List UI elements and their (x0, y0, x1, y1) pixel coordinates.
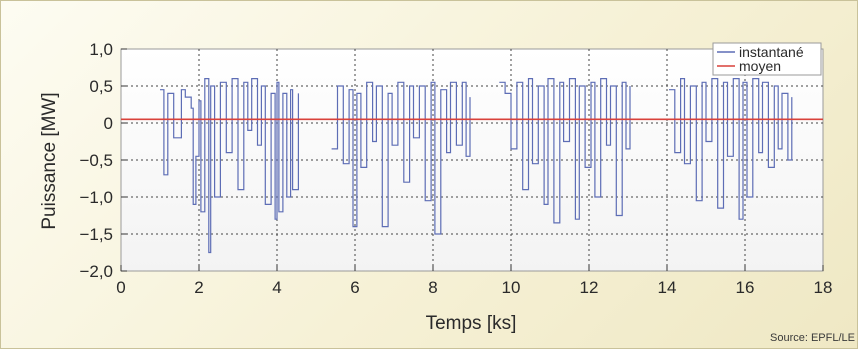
legend-label-instantane: instantané (739, 44, 804, 60)
y-tick-label: −2,0 (79, 262, 113, 281)
y-tick-label: 0,5 (89, 77, 113, 96)
series-layer (121, 78, 823, 254)
legend-label-moyen: moyen (739, 58, 781, 74)
series-line-instantane (160, 78, 793, 254)
x-tick-label: 16 (736, 278, 755, 297)
x-tick-label: 18 (814, 278, 833, 297)
legend: instantané moyen (712, 42, 822, 76)
axes: 0 2 4 6 8 10 12 14 16 18 1,0 0,5 0 −0,5 −1,0 −1,5 −2,0 (79, 40, 832, 297)
x-tick-label: 12 (580, 278, 599, 297)
x-tick-label: 4 (272, 278, 281, 297)
legend-box (712, 42, 822, 76)
x-tick-label: 8 (428, 278, 437, 297)
y-axis-label: Puissance [MW] (39, 92, 60, 229)
source-annotation: Source: EPFL/LE (770, 332, 855, 344)
x-tick-label: 2 (194, 278, 203, 297)
x-tick-label: 10 (502, 278, 521, 297)
x-tick-label: 14 (658, 278, 677, 297)
y-tick-label: 0 (104, 114, 113, 133)
x-axis-label: Temps [ks] (426, 313, 517, 334)
x-tick-label: 6 (350, 278, 359, 297)
y-tick-label: −1,5 (79, 225, 113, 244)
y-tick-label: 1,0 (89, 40, 113, 59)
y-tick-label: −0,5 (79, 151, 113, 170)
y-tick-label: −1,0 (79, 188, 113, 207)
x-tick-label: 0 (116, 278, 125, 297)
